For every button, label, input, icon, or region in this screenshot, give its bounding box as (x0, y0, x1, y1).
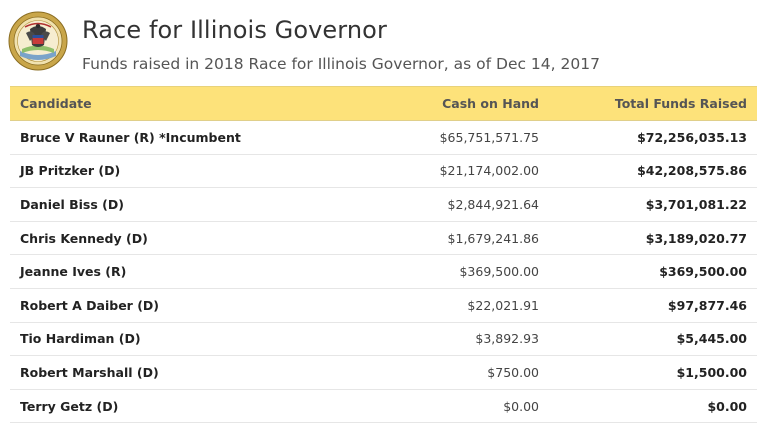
candidate-cell: Jeanne Ives (R) (10, 254, 320, 289)
column-header-total-funds-raised[interactable]: Total Funds Raised (549, 86, 757, 121)
funds-table-container: Candidate Cash on Hand Total Funds Raise… (10, 86, 757, 424)
cash-on-hand-cell: $3,892.93 (320, 322, 549, 357)
total-funds-cell: $1,500.00 (549, 355, 757, 390)
illinois-state-seal-icon (8, 11, 68, 71)
total-funds-cell: $3,189,020.77 (549, 221, 757, 256)
header: Race for Illinois Governor Funds raised … (0, 0, 768, 86)
cash-on-hand-cell: $369,500.00 (320, 254, 549, 289)
page-title: Race for Illinois Governor (82, 16, 387, 44)
candidate-cell: Robert A Daiber (D) (10, 288, 320, 323)
total-funds-cell: $42,208,575.86 (549, 154, 757, 189)
column-header-cash-on-hand[interactable]: Cash on Hand (320, 86, 549, 121)
total-funds-cell: $5,445.00 (549, 322, 757, 357)
candidate-cell: Bruce V Rauner (R) *Incumbent (10, 120, 320, 155)
table-row: Robert Marshall (D) $750.00 $1,500.00 (10, 355, 757, 390)
table-row: Jeanne Ives (R) $369,500.00 $369,500.00 (10, 254, 757, 289)
table-row: Chris Kennedy (D) $1,679,241.86 $3,189,0… (10, 221, 757, 256)
candidate-cell: Tio Hardiman (D) (10, 322, 320, 357)
cash-on-hand-cell: $21,174,002.00 (320, 154, 549, 189)
page-subtitle: Funds raised in 2018 Race for Illinois G… (82, 55, 600, 73)
table-row: JB Pritzker (D) $21,174,002.00 $42,208,5… (10, 154, 757, 189)
total-funds-cell: $72,256,035.13 (549, 120, 757, 155)
total-funds-cell: $369,500.00 (549, 254, 757, 289)
table-row: Bruce V Rauner (R) *Incumbent $65,751,57… (10, 120, 757, 155)
candidate-cell: JB Pritzker (D) (10, 154, 320, 189)
table-row: Robert A Daiber (D) $22,021.91 $97,877.4… (10, 288, 757, 323)
cash-on-hand-cell: $65,751,571.75 (320, 120, 549, 155)
table-row: Tio Hardiman (D) $3,892.93 $5,445.00 (10, 322, 757, 357)
table-row: Terry Getz (D) $0.00 $0.00 (10, 389, 757, 424)
cash-on-hand-cell: $750.00 (320, 355, 549, 390)
candidate-cell: Terry Getz (D) (10, 389, 320, 424)
cash-on-hand-cell: $1,679,241.86 (320, 221, 549, 256)
cash-on-hand-cell: $22,021.91 (320, 288, 549, 323)
funds-table: Candidate Cash on Hand Total Funds Raise… (10, 86, 757, 424)
cash-on-hand-cell: $0.00 (320, 389, 549, 424)
total-funds-cell: $97,877.46 (549, 288, 757, 323)
candidate-cell: Daniel Biss (D) (10, 187, 320, 222)
candidate-cell: Robert Marshall (D) (10, 355, 320, 390)
total-funds-cell: $3,701,081.22 (549, 187, 757, 222)
table-header-row: Candidate Cash on Hand Total Funds Raise… (10, 86, 757, 121)
column-header-candidate[interactable]: Candidate (10, 86, 320, 121)
table-row: Daniel Biss (D) $2,844,921.64 $3,701,081… (10, 187, 757, 222)
candidate-cell: Chris Kennedy (D) (10, 221, 320, 256)
cash-on-hand-cell: $2,844,921.64 (320, 187, 549, 222)
total-funds-cell: $0.00 (549, 389, 757, 424)
